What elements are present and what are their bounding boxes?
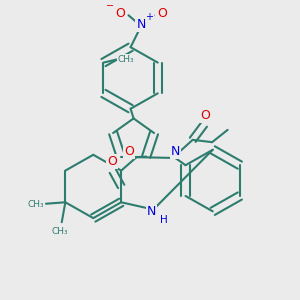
Text: CH₃: CH₃ xyxy=(52,226,68,236)
Text: O: O xyxy=(157,7,167,20)
Text: O: O xyxy=(200,109,210,122)
Text: +: + xyxy=(146,12,153,22)
Text: CH₃: CH₃ xyxy=(28,200,44,209)
Text: O: O xyxy=(124,145,134,158)
Text: O: O xyxy=(107,155,117,168)
Text: CH₃: CH₃ xyxy=(117,55,134,64)
Text: H: H xyxy=(160,215,167,225)
Text: N: N xyxy=(136,18,146,31)
Text: N: N xyxy=(147,206,156,218)
Text: O: O xyxy=(115,7,125,20)
Text: N: N xyxy=(171,145,180,158)
Text: −: − xyxy=(106,1,114,10)
